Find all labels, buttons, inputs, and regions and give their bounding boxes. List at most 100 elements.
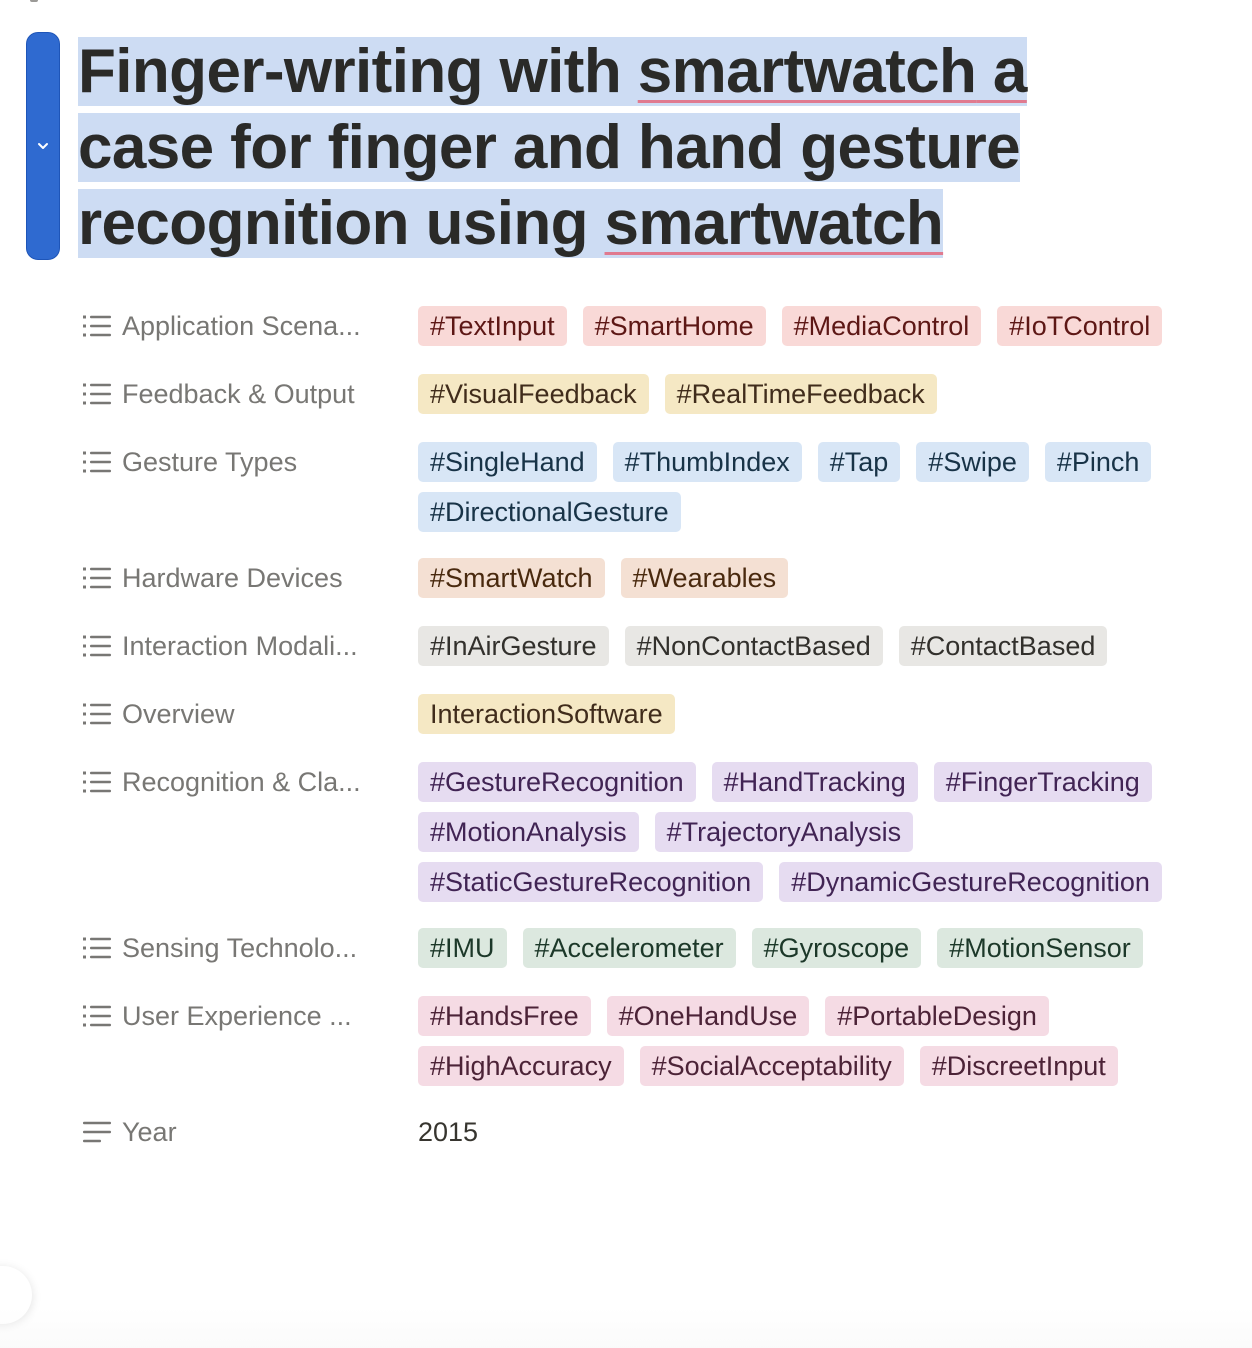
bottom-fade	[0, 1308, 1252, 1348]
property-row: Hardware Devices #SmartWatch #Wearables	[82, 556, 1212, 600]
tag-chip[interactable]: #SmartHome	[582, 306, 766, 346]
list-icon	[83, 1005, 111, 1027]
property-label-text: Recognition & Cla...	[122, 766, 361, 797]
tag-chip[interactable]: #PortableDesign	[825, 996, 1049, 1036]
tag-chip[interactable]: #FingerTracking	[933, 762, 1152, 802]
property-label-text: Year	[122, 1116, 177, 1147]
top-cropped-mark	[30, 0, 38, 2]
list-icon	[83, 703, 111, 725]
property-row: User Experience ... #HandsFree #OneHandUse…	[82, 994, 1212, 1086]
property-value-tags[interactable]: #SingleHand #ThumbIndex #Tap #Swipe #Pinch #D…	[418, 440, 1208, 532]
tag-chip[interactable]: #DynamicGestureRecognition	[779, 862, 1162, 902]
title-segment-misspelled: a	[976, 37, 1027, 106]
tag-chip[interactable]: #GestureRecognition	[418, 762, 696, 802]
tag-chip[interactable]: #IoTControl	[997, 306, 1163, 346]
property-label-text: Hardware Devices	[122, 562, 343, 593]
property-label[interactable]: Year	[82, 1110, 418, 1154]
tag-chip[interactable]: #MotionSensor	[937, 928, 1143, 968]
tag-chip[interactable]: #HighAccuracy	[418, 1046, 624, 1086]
property-row: Year 2015	[82, 1110, 1212, 1154]
property-label[interactable]: Feedback & Output	[82, 372, 418, 416]
property-value-tags[interactable]: #InAirGesture #NonContactBased #ContactBas…	[418, 624, 1208, 666]
tag-chip[interactable]: #SmartWatch	[418, 558, 605, 598]
tag-chip[interactable]: #Gyroscope	[751, 928, 922, 968]
property-label-text: Gesture Types	[122, 446, 298, 477]
property-row: Application Scena... #TextInput #SmartHome…	[82, 304, 1212, 348]
tag-chip[interactable]: #MotionAnalysis	[418, 812, 639, 852]
property-value-tags[interactable]: #HandsFree #OneHandUse #PortableDesign #Hig…	[418, 994, 1208, 1086]
tag-chip[interactable]: #Accelerometer	[522, 928, 736, 968]
tag-chip[interactable]: #Tap	[817, 442, 901, 482]
list-icon	[83, 451, 111, 473]
tag-chip[interactable]: #Wearables	[620, 558, 789, 598]
tag-chip[interactable]: #ContactBased	[898, 626, 1108, 666]
title-segment-misspelled: smartwatch	[604, 189, 944, 258]
tag-chip[interactable]: #SingleHand	[418, 442, 597, 482]
list-icon	[83, 635, 111, 657]
tag-chip[interactable]: #MediaControl	[781, 306, 982, 346]
tag-chip[interactable]: #StaticGestureRecognition	[418, 862, 764, 902]
property-label-text: Overview	[122, 698, 235, 729]
property-label[interactable]: Sensing Technolo...	[82, 926, 418, 970]
tag-chip[interactable]: #IMU	[418, 928, 507, 968]
tag-chip[interactable]: #DiscreetInput	[919, 1046, 1118, 1086]
property-value-tags[interactable]: InteractionSoftware	[418, 692, 1208, 734]
tag-chip[interactable]: #HandsFree	[418, 996, 591, 1036]
property-label[interactable]: Overview	[82, 692, 418, 736]
text-lines-icon	[83, 1121, 111, 1143]
list-icon	[83, 937, 111, 959]
property-value-tags[interactable]: #GestureRecognition #HandTracking #FingerT…	[418, 760, 1208, 902]
property-row: Gesture Types #SingleHand #ThumbIndex #Tap #…	[82, 440, 1212, 532]
property-label[interactable]: Application Scena...	[82, 304, 418, 348]
property-row: Overview InteractionSoftware	[82, 692, 1212, 736]
title-segment: Finger-writing with	[78, 37, 638, 106]
property-row: Sensing Technolo... #IMU #Accelerometer #Gy…	[82, 926, 1212, 970]
property-value-tags[interactable]: #VisualFeedback #RealTimeFeedback	[418, 372, 1208, 414]
property-label[interactable]: Recognition & Cla...	[82, 760, 418, 804]
property-row: Interaction Modali... #InAirGesture #NonCo…	[82, 624, 1212, 668]
property-value-tags[interactable]: #IMU #Accelerometer #Gyroscope #MotionSenso…	[418, 926, 1208, 968]
list-icon	[83, 771, 111, 793]
side-comment-bubble[interactable]	[0, 1266, 32, 1324]
property-label-text: Sensing Technolo...	[122, 932, 358, 963]
title-segment: case for finger and hand gesture	[78, 113, 1021, 182]
tag-chip[interactable]: #Swipe	[916, 442, 1029, 482]
tag-chip[interactable]: #TrajectoryAnalysis	[654, 812, 914, 852]
tag-chip[interactable]: #NonContactBased	[624, 626, 883, 666]
block-drag-handle[interactable]	[26, 32, 60, 260]
property-label-text: Feedback & Output	[122, 378, 355, 409]
tag-chip[interactable]: #Pinch	[1044, 442, 1152, 482]
properties-panel: Application Scena... #TextInput #SmartHome…	[82, 304, 1212, 1178]
list-icon	[83, 315, 111, 337]
property-label[interactable]: Interaction Modali...	[82, 624, 418, 668]
page-title[interactable]: Finger-writing with smartwatch a case for…	[78, 34, 1206, 262]
tag-chip[interactable]: #ThumbIndex	[612, 442, 802, 482]
list-icon	[83, 567, 111, 589]
property-label-text: Application Scena...	[122, 310, 361, 341]
title-segment-misspelled: smartwatch	[637, 37, 977, 106]
tag-chip[interactable]: #InAirGesture	[418, 626, 609, 666]
property-label-text: User Experience ...	[122, 1000, 352, 1031]
grip-icon	[0, 1288, 4, 1302]
property-label[interactable]: User Experience ...	[82, 994, 418, 1038]
chevron-down-icon	[38, 143, 48, 149]
property-value-tags[interactable]: #SmartWatch #Wearables	[418, 556, 1208, 598]
title-selection-highlight: Finger-writing with smartwatch a case for…	[78, 37, 1027, 258]
property-row: Feedback & Output #VisualFeedback #RealTim…	[82, 372, 1212, 416]
tag-chip[interactable]: #TextInput	[418, 306, 567, 346]
tag-chip[interactable]: #VisualFeedback	[418, 374, 649, 414]
tag-chip[interactable]: #OneHandUse	[606, 996, 810, 1036]
property-value-tags[interactable]: #TextInput #SmartHome #MediaControl #IoTCon…	[418, 304, 1208, 346]
page-title-container[interactable]: Finger-writing with smartwatch a case for…	[78, 34, 1206, 262]
tag-chip[interactable]: #DirectionalGesture	[418, 492, 681, 532]
property-label[interactable]: Gesture Types	[82, 440, 418, 484]
property-row: Recognition & Cla... #GestureRecognition #…	[82, 760, 1212, 902]
list-icon	[83, 383, 111, 405]
property-label-text: Interaction Modali...	[122, 630, 358, 661]
tag-chip[interactable]: #HandTracking	[711, 762, 918, 802]
tag-chip[interactable]: InteractionSoftware	[418, 694, 675, 734]
tag-chip[interactable]: #RealTimeFeedback	[664, 374, 937, 414]
tag-chip[interactable]: #SocialAcceptability	[639, 1046, 904, 1086]
property-label[interactable]: Hardware Devices	[82, 556, 418, 600]
property-value-text[interactable]: 2015	[418, 1117, 479, 1147]
